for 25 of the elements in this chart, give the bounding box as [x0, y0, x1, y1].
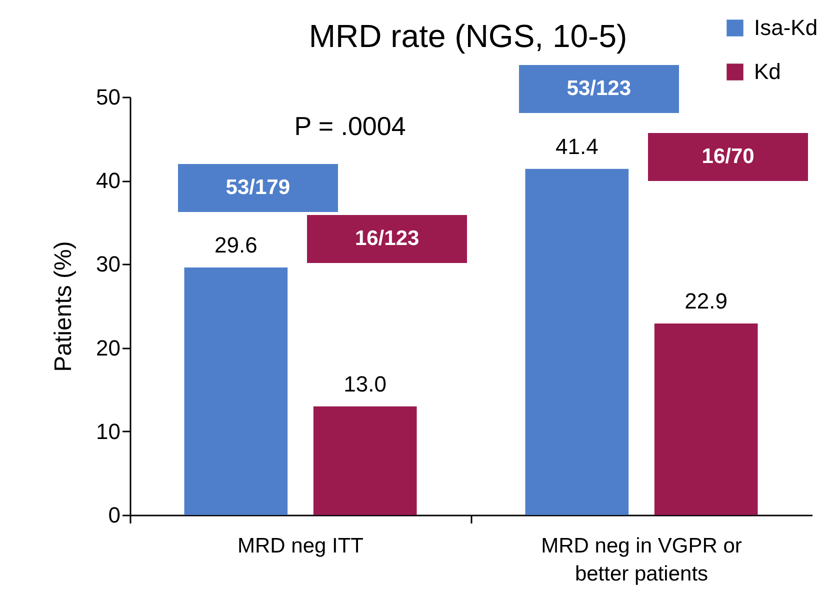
y-tick-label: 30 — [96, 252, 120, 277]
y-tick-label: 50 — [96, 84, 120, 110]
y-tick-label: 10 — [96, 418, 120, 444]
bar — [654, 324, 758, 515]
y-tick-label: 40 — [96, 168, 120, 194]
data-label: 29.6 — [214, 232, 258, 258]
bar — [313, 406, 417, 515]
annotation: P = .0004 — [294, 111, 406, 141]
data-label: 13.0 — [344, 371, 386, 396]
chart-title: MRD rate (NGS, 10-5) — [308, 18, 628, 54]
bar — [525, 168, 629, 515]
label-box: 16/70 — [648, 132, 808, 181]
label-box: 53/123 — [518, 64, 679, 113]
legend-label: Isa-Kd — [754, 15, 818, 40]
data-label: 41.4 — [556, 134, 598, 159]
y-axis-title: Patients (%) — [50, 241, 78, 372]
data-label: 22.9 — [684, 288, 728, 314]
label-box: 16/123 — [307, 215, 468, 264]
y-tick-label: 0 — [108, 502, 120, 528]
x-tick-label: MRD neg in VGPR or better patients — [541, 534, 742, 586]
label-box: 53/179 — [178, 164, 338, 212]
y-tick-label: 20 — [96, 335, 120, 360]
bar — [184, 268, 288, 515]
x-tick-label: MRD neg ITT — [237, 534, 364, 558]
legend-label: Kd — [754, 59, 781, 84]
